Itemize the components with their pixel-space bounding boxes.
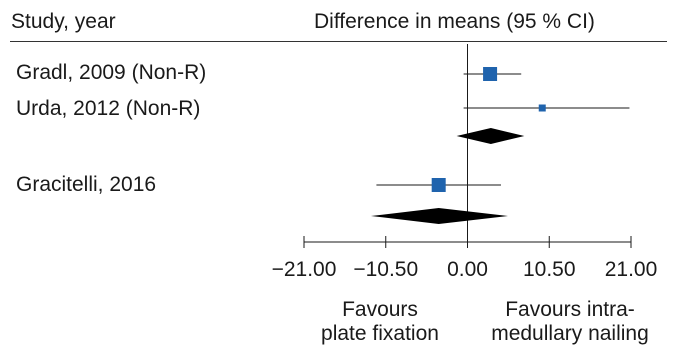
x-tick-label-1: −10.50: [353, 258, 418, 281]
header-divider: [10, 41, 667, 42]
study-label-gradl: Gradl, 2009 (Non-R): [16, 61, 207, 84]
column-header-study: Study, year: [11, 10, 116, 33]
favours-right-line2: medullary nailing: [491, 322, 649, 345]
favours-right-line1: Favours intra-: [505, 298, 635, 321]
study-label-urda: Urda, 2012 (Non-R): [16, 97, 201, 120]
favours-right-label: Favours intra- medullary nailing: [470, 298, 670, 346]
x-tick-label-2: 0.00: [447, 258, 488, 281]
favours-left-label: Favours plate fixation: [300, 298, 460, 346]
pooled-diamond-1: [456, 128, 525, 144]
x-tick-label-4: 21.00: [605, 258, 658, 281]
point-estimate-urda: [538, 104, 546, 112]
study-label-gracitelli: Gracitelli, 2016: [16, 173, 157, 196]
pooled-diamond-2: [370, 208, 508, 224]
column-header-effect: Difference in means (95 % CI): [314, 10, 595, 33]
x-tick-label-3: 10.50: [523, 258, 576, 281]
favours-left-line1: Favours: [342, 298, 418, 321]
point-estimate-gracitelli: [431, 178, 446, 192]
x-tick-label-0: −21.00: [272, 258, 337, 281]
point-estimate-gradl: [483, 67, 498, 81]
favours-left-line2: plate fixation: [321, 322, 439, 345]
